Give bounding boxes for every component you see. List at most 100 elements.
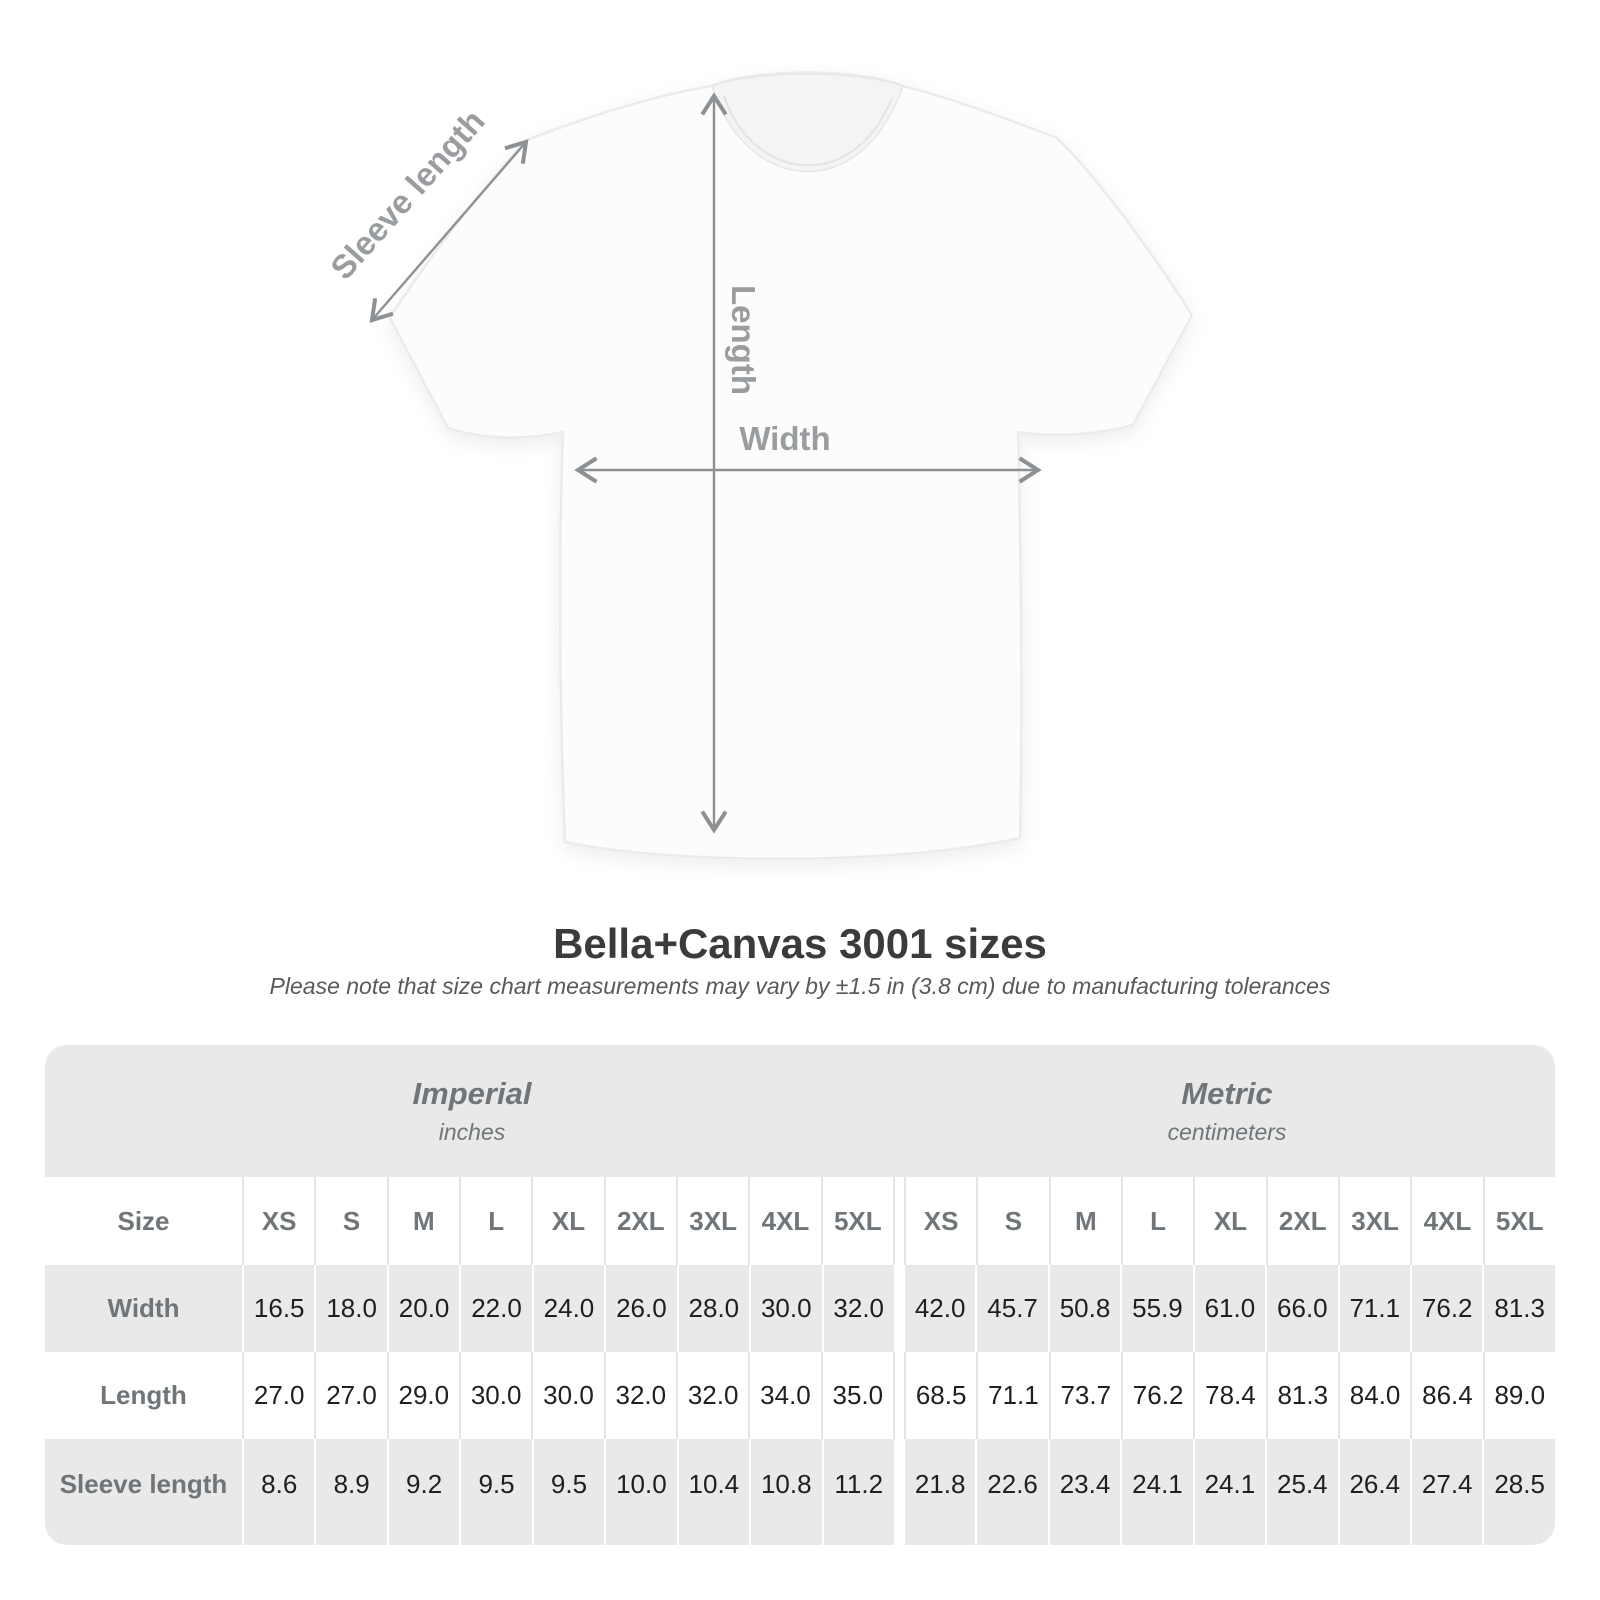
width-row: Width 16.5 18.0 20.0 22.0 24.0 26.0 28.0… — [45, 1265, 1555, 1352]
value-cell: 25.4 — [1265, 1439, 1338, 1545]
value-cell: 30.0 — [749, 1265, 822, 1352]
imperial-label: Imperial — [412, 1076, 532, 1111]
size-header-cell: M — [386, 1177, 459, 1265]
value-cell: 50.8 — [1047, 1265, 1121, 1352]
size-header-cell: S — [976, 1177, 1048, 1265]
value-cell: 68.5 — [903, 1352, 976, 1439]
size-header-cell: S — [314, 1177, 386, 1265]
size-header-cell: 5XL — [1482, 1177, 1555, 1265]
metric-label: Metric — [1181, 1076, 1273, 1111]
value-cell: 71.1 — [1337, 1265, 1410, 1352]
tolerance-note: Please note that size chart measurements… — [269, 973, 1331, 999]
value-cell: 21.8 — [902, 1439, 976, 1545]
value-cell: 9.2 — [386, 1439, 460, 1545]
value-cell: 66.0 — [1265, 1265, 1338, 1352]
value-cell: 81.3 — [1265, 1352, 1338, 1439]
size-header-cell: 2XL — [603, 1177, 676, 1265]
unit-header-band: Imperial inches Metric centimeters — [45, 1045, 1555, 1177]
row-label-length: Length — [100, 1380, 187, 1410]
value-cell: 27.0 — [314, 1352, 386, 1439]
unit-group-divider — [892, 1352, 904, 1439]
value-cell: 27.4 — [1410, 1439, 1483, 1545]
tshirt-graphic — [388, 71, 1194, 861]
value-cell: 76.2 — [1120, 1352, 1193, 1439]
value-cell: 20.0 — [386, 1265, 460, 1352]
value-cell: 24.0 — [531, 1265, 605, 1352]
sleeve-length-arrow — [369, 139, 529, 323]
imperial-group-header: Imperial inches — [45, 1045, 899, 1177]
size-header-cell: L — [1120, 1177, 1193, 1265]
length-label: Length — [725, 285, 762, 395]
value-cell: 9.5 — [459, 1439, 532, 1545]
value-cell: 28.0 — [676, 1265, 750, 1352]
value-cell: 30.0 — [458, 1352, 531, 1439]
size-header-cell: XL — [1193, 1177, 1265, 1265]
value-cell: 22.0 — [459, 1265, 532, 1352]
value-cell: 76.2 — [1410, 1265, 1483, 1352]
size-header-cell: XS — [903, 1177, 976, 1265]
value-cell: 22.6 — [975, 1439, 1048, 1545]
size-header-cell: L — [458, 1177, 531, 1265]
value-cell: 71.1 — [976, 1352, 1048, 1439]
size-header-cell: 3XL — [675, 1177, 748, 1265]
sleeve-length-row: Sleeve length 8.6 8.9 9.2 9.5 9.5 10.0 1… — [45, 1439, 1555, 1545]
collar-band-seam — [723, 95, 893, 167]
value-cell: 28.5 — [1482, 1439, 1555, 1545]
value-cell: 29.0 — [386, 1352, 459, 1439]
value-cell: 34.0 — [748, 1352, 820, 1439]
value-cell: 42.0 — [902, 1265, 976, 1352]
unit-group-divider — [892, 1177, 904, 1265]
row-label-width: Width — [45, 1265, 242, 1352]
size-header-label: Size — [117, 1205, 170, 1236]
row-label-sleeve-length: Sleeve length — [45, 1439, 242, 1545]
value-cell: 30.0 — [531, 1352, 603, 1439]
value-cell: 84.0 — [1337, 1352, 1410, 1439]
value-cell: 10.0 — [604, 1439, 677, 1545]
value-cell: 10.8 — [749, 1439, 822, 1545]
value-cell: 11.2 — [821, 1439, 894, 1545]
value-cell: 32.0 — [821, 1265, 894, 1352]
value-cell: 24.1 — [1120, 1439, 1193, 1545]
tshirt-measurement-diagram: Sleeve length Length Width — [323, 71, 1194, 861]
size-header-cell: XS — [242, 1177, 314, 1265]
size-table: Imperial inches Metric centimeters Size … — [45, 1045, 1555, 1545]
value-cell: 78.4 — [1193, 1352, 1265, 1439]
value-cell: 9.5 — [531, 1439, 605, 1545]
value-cell: 81.3 — [1482, 1265, 1555, 1352]
size-header-cell: 3XL — [1337, 1177, 1410, 1265]
length-row: Length 27.0 27.0 29.0 30.0 30.0 32.0 32.… — [45, 1352, 1555, 1439]
value-cell: 73.7 — [1048, 1352, 1121, 1439]
page-title: Bella+Canvas 3001 sizes — [553, 920, 1047, 967]
value-cell: 32.0 — [603, 1352, 676, 1439]
metric-group-header: Metric centimeters — [899, 1045, 1555, 1177]
size-header-cell: 5XL — [820, 1177, 893, 1265]
value-cell: 45.7 — [975, 1265, 1048, 1352]
width-label: Width — [739, 420, 830, 457]
value-cell: 26.4 — [1337, 1439, 1410, 1545]
value-cell: 8.9 — [314, 1439, 387, 1545]
size-header-cell: 4XL — [748, 1177, 820, 1265]
value-cell: 32.0 — [675, 1352, 748, 1439]
value-cell: 23.4 — [1047, 1439, 1121, 1545]
imperial-unit: inches — [438, 1119, 506, 1145]
value-cell: 24.1 — [1192, 1439, 1266, 1545]
value-cell: 8.6 — [242, 1439, 315, 1545]
value-cell: 18.0 — [314, 1265, 387, 1352]
size-header-cell: 4XL — [1410, 1177, 1482, 1265]
size-header-cell: M — [1048, 1177, 1121, 1265]
value-cell: 10.4 — [676, 1439, 750, 1545]
value-cell: 27.0 — [242, 1352, 314, 1439]
value-cell: 26.0 — [604, 1265, 677, 1352]
value-cell: 16.5 — [242, 1265, 315, 1352]
value-cell: 35.0 — [820, 1352, 893, 1439]
value-cell: 61.0 — [1192, 1265, 1266, 1352]
size-header-row: Size XS S M L XL 2XL 3XL 4XL 5XL XS S M … — [45, 1177, 1555, 1265]
value-cell: 89.0 — [1482, 1352, 1555, 1439]
value-cell: 55.9 — [1120, 1265, 1193, 1352]
size-header-cell: XL — [531, 1177, 603, 1265]
metric-unit: centimeters — [1167, 1119, 1287, 1145]
size-header-cell: 2XL — [1265, 1177, 1338, 1265]
value-cell: 86.4 — [1410, 1352, 1482, 1439]
unit-group-divider — [893, 1439, 903, 1545]
